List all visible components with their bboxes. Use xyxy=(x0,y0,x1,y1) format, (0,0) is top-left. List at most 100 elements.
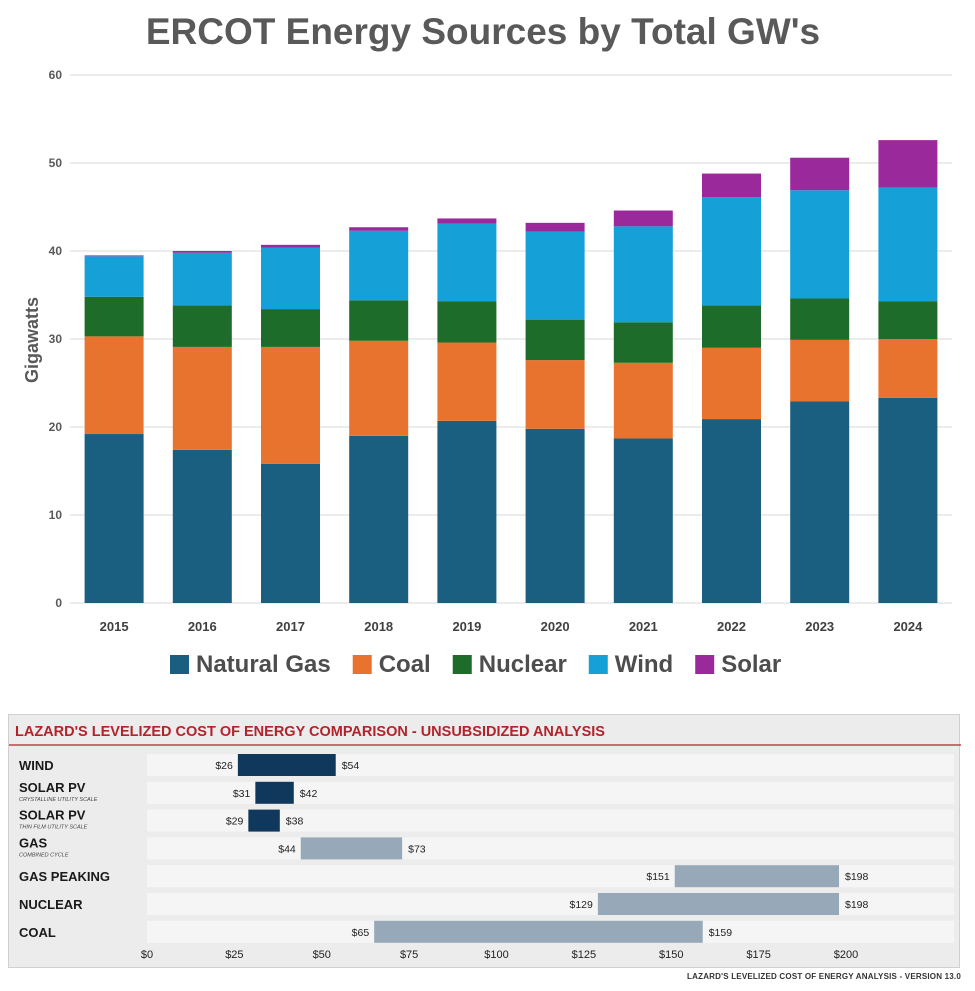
bar-stack-2024 xyxy=(878,140,938,603)
bar-segment-nuclear-2021 xyxy=(613,322,673,363)
y-axis-ticks: 0 10 20 30 40 50 60 xyxy=(49,68,63,610)
high-value-label: $198 xyxy=(845,899,869,911)
low-value-label: $26 xyxy=(215,760,233,772)
lcoe-rows: WIND $26 $54 SOLAR PV CRYSTALLINE UTILITY SC… xyxy=(19,754,954,943)
row-sublabel: THIN FILM UTILITY SCALE xyxy=(19,825,88,831)
bar-segment-nuclear-2017 xyxy=(261,309,320,347)
stacked-bars xyxy=(84,140,938,603)
legend-swatch xyxy=(170,655,189,674)
bar-segment-solar-2022 xyxy=(702,173,761,198)
bar-segment-natural-gas-2024 xyxy=(878,397,938,603)
range-bar xyxy=(374,920,703,943)
x-tick-label: $175 xyxy=(746,949,770,961)
high-value-label: $73 xyxy=(408,843,426,855)
bar-segment-natural-gas-2017 xyxy=(261,463,320,603)
x-tick-label: $100 xyxy=(484,949,508,961)
bar-segment-wind-2020 xyxy=(525,231,585,320)
range-bar xyxy=(248,809,280,832)
bar-segment-natural-gas-2020 xyxy=(525,428,585,603)
range-bar xyxy=(674,865,840,888)
ercot-stacked-bar-chart: ERCOT Energy Sources by Total GW's Gigaw… xyxy=(22,11,952,678)
bar-segment-nuclear-2018 xyxy=(349,300,409,341)
bar-segment-nuclear-2024 xyxy=(878,301,938,339)
lcoe-row-wind: WIND $26 $54 xyxy=(19,754,954,776)
lcoe-row-gas-peaking: GAS PEAKING $151 $198 xyxy=(19,865,954,888)
legend-label: Nuclear xyxy=(479,651,567,678)
bar-segment-coal-2016 xyxy=(172,346,232,450)
row-sublabel: COMBINED CYCLE xyxy=(19,852,69,858)
low-value-label: $29 xyxy=(226,816,244,828)
lcoe-x-axis-ticks: $0 $25 $50 $75 $100 $125 $150 $175 $200 xyxy=(141,949,858,961)
x-tick-label: 2020 xyxy=(541,619,570,634)
x-tick-label: 2015 xyxy=(100,619,129,634)
legend-item-solar: Solar xyxy=(695,651,781,678)
legend-item-coal: Coal xyxy=(352,651,431,678)
row-label: SOLAR PV xyxy=(19,780,86,795)
row-track xyxy=(147,754,954,776)
range-bar xyxy=(237,754,336,776)
lcoe-row-gas-combined: GAS COMBINED CYCLE $44 $73 xyxy=(19,835,954,860)
bar-stack-2015 xyxy=(84,255,144,603)
high-value-label: $38 xyxy=(286,816,304,828)
bar-segment-solar-2024 xyxy=(878,140,938,188)
bar-segment-nuclear-2015 xyxy=(84,296,144,337)
bar-segment-coal-2021 xyxy=(613,362,673,439)
x-tick-label: $0 xyxy=(141,949,153,961)
lcoe-range-bar-chart: LAZARD'S LEVELIZED COST OF ENERGY COMPAR… xyxy=(9,724,961,961)
y-tick-label: 50 xyxy=(49,156,63,170)
x-tick-label: $150 xyxy=(659,949,683,961)
bar-stack-2020 xyxy=(525,222,585,603)
legend-swatch xyxy=(452,655,472,674)
bar-segment-natural-gas-2015 xyxy=(84,434,144,603)
bar-stack-2023 xyxy=(790,157,850,603)
bar-segment-coal-2018 xyxy=(349,340,409,436)
bar-stack-2019 xyxy=(437,218,497,603)
y-tick-label: 60 xyxy=(49,68,63,82)
range-bar xyxy=(300,837,403,860)
legend-label: Solar xyxy=(721,651,781,678)
bar-segment-solar-2023 xyxy=(790,157,850,191)
bar-segment-wind-2022 xyxy=(702,197,761,306)
chart-title: ERCOT Energy Sources by Total GW's xyxy=(146,11,820,52)
row-label: SOLAR PV xyxy=(19,808,86,823)
legend-swatch xyxy=(588,655,608,674)
x-tick-label: $125 xyxy=(572,949,596,961)
high-value-label: $159 xyxy=(709,927,733,939)
x-tick-label: 2017 xyxy=(276,619,305,634)
bar-segment-natural-gas-2021 xyxy=(613,438,673,603)
bar-segment-coal-2017 xyxy=(261,346,320,464)
lcoe-row-coal: COAL $65 $159 xyxy=(19,920,954,943)
bar-stack-2022 xyxy=(702,173,761,603)
row-sublabel: CRYSTALLINE UTILITY SCALE xyxy=(19,797,98,803)
bar-segment-nuclear-2020 xyxy=(525,319,585,361)
bar-stack-2016 xyxy=(172,251,232,603)
bar-segment-solar-2017 xyxy=(261,244,320,248)
legend-label: Wind xyxy=(615,651,673,678)
x-axis-ticks: 2015 2016 2017 2018 2019 2020 2021 2022 2023 2024 xyxy=(100,619,923,634)
bar-segment-wind-2017 xyxy=(261,247,320,310)
bar-segment-wind-2016 xyxy=(172,252,232,306)
y-tick-label: 30 xyxy=(49,332,63,346)
bar-segment-wind-2024 xyxy=(878,187,938,302)
bar-segment-solar-2016 xyxy=(172,251,232,253)
bar-segment-natural-gas-2022 xyxy=(702,419,761,603)
bar-stack-2017 xyxy=(261,244,320,603)
bar-segment-nuclear-2016 xyxy=(172,305,232,347)
bar-stack-2018 xyxy=(349,227,409,603)
legend: Natural Gas Coal Nuclear Wind Solar xyxy=(170,651,781,678)
legend-item-wind: Wind xyxy=(588,651,673,678)
lazard-lcoe-panel: LAZARD'S LEVELIZED COST OF ENERGY COMPAR… xyxy=(8,714,961,968)
lcoe-row-nuclear: NUCLEAR $129 $198 xyxy=(19,893,954,915)
x-tick-label: 2016 xyxy=(188,619,217,634)
bar-segment-natural-gas-2018 xyxy=(349,435,409,603)
row-label: GAS PEAKING xyxy=(19,869,110,884)
bar-segment-wind-2015 xyxy=(84,256,144,297)
range-bar xyxy=(255,781,294,804)
lcoe-row-solar-pv-crystalline: SOLAR PV CRYSTALLINE UTILITY SCALE $31 $42 xyxy=(19,780,954,804)
bar-segment-wind-2023 xyxy=(790,190,850,299)
x-tick-label: 2023 xyxy=(805,619,834,634)
bar-segment-natural-gas-2016 xyxy=(172,449,232,603)
row-label: GAS xyxy=(19,835,48,850)
legend-swatch xyxy=(695,655,715,674)
bar-segment-solar-2019 xyxy=(437,218,497,224)
